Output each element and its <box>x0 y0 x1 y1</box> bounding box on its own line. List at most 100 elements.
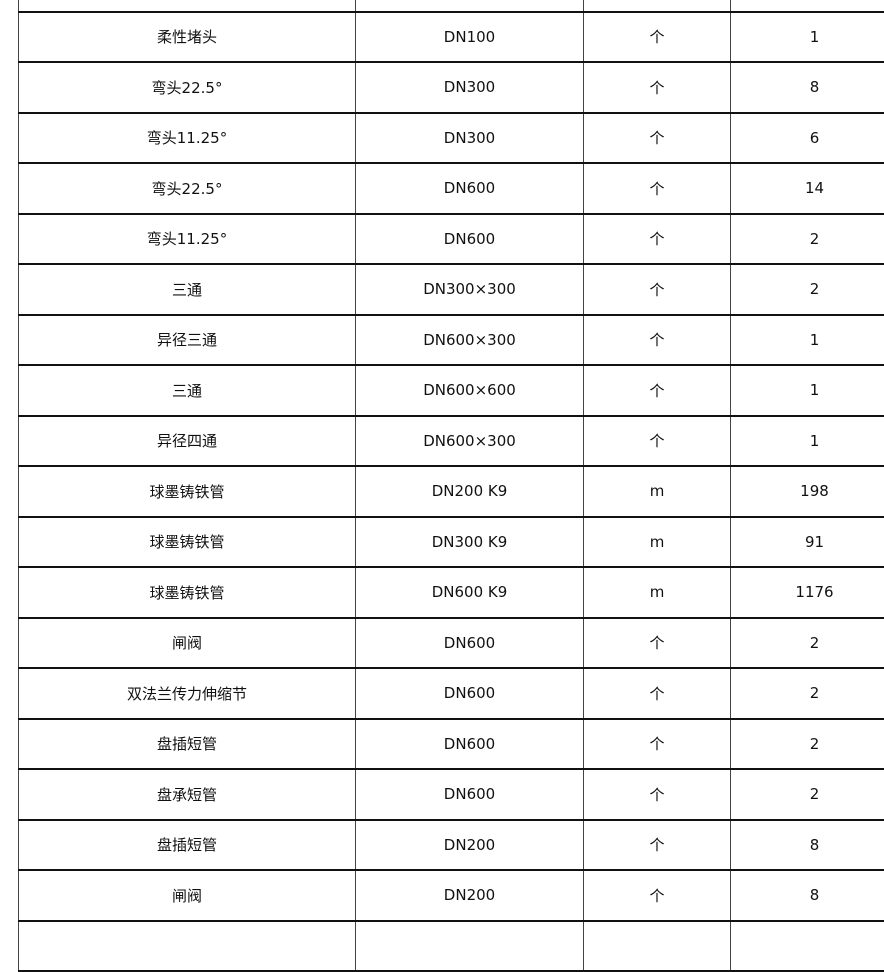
item-name-cell: 异径三通 <box>19 315 356 366</box>
item-name-cell <box>19 921 356 972</box>
quantity-cell: 2 <box>731 214 884 265</box>
quantity-cell: 2 <box>731 668 884 719</box>
unit-cell: 个 <box>584 820 731 871</box>
item-name-cell: 异径四通 <box>19 416 356 467</box>
unit-cell <box>584 0 731 12</box>
unit-cell: 个 <box>584 62 731 113</box>
item-name-cell: 弯头22.5° <box>19 62 356 113</box>
spec-cell: DN600 <box>356 769 584 820</box>
item-name-cell: 弯头11.25° <box>19 113 356 164</box>
quantity-cell: 1 <box>731 416 884 467</box>
item-name-cell: 球墨铸铁管 <box>19 567 356 618</box>
quantity-cell: 91 <box>731 517 884 568</box>
spec-cell: DN300×300 <box>356 264 584 315</box>
item-name-cell: 盘插短管 <box>19 820 356 871</box>
spec-cell: DN600 <box>356 214 584 265</box>
item-name-cell: 弯头11.25° <box>19 214 356 265</box>
unit-cell: 个 <box>584 618 731 669</box>
item-name-cell <box>19 0 356 12</box>
item-name-cell: 闸阀 <box>19 618 356 669</box>
spec-cell: DN200 <box>356 820 584 871</box>
quantity-cell: 198 <box>731 466 884 517</box>
item-name-cell: 双法兰传力伸缩节 <box>19 668 356 719</box>
quantity-cell: 1 <box>731 365 884 416</box>
unit-cell: 个 <box>584 264 731 315</box>
spec-cell <box>356 921 584 972</box>
unit-cell: 个 <box>584 769 731 820</box>
unit-cell: 个 <box>584 12 731 63</box>
item-name-cell: 三通 <box>19 264 356 315</box>
spec-cell: DN600×300 <box>356 416 584 467</box>
spec-cell: DN600 <box>356 163 584 214</box>
item-name-cell: 盘插短管 <box>19 719 356 770</box>
item-name-cell: 球墨铸铁管 <box>19 517 356 568</box>
unit-cell: 个 <box>584 870 731 921</box>
quantity-cell: 2 <box>731 769 884 820</box>
unit-cell: 个 <box>584 365 731 416</box>
spec-cell: DN600 <box>356 618 584 669</box>
quantity-cell: 2 <box>731 264 884 315</box>
item-name-cell: 弯头22.5° <box>19 163 356 214</box>
quantity-cell: 2 <box>731 618 884 669</box>
item-name-cell: 闸阀 <box>19 870 356 921</box>
unit-cell: m <box>584 517 731 568</box>
quantity-cell: 8 <box>731 62 884 113</box>
item-name-cell: 球墨铸铁管 <box>19 466 356 517</box>
item-name-cell: 三通 <box>19 365 356 416</box>
quantity-cell: 2 <box>731 719 884 770</box>
unit-cell: 个 <box>584 668 731 719</box>
spec-cell: DN600 <box>356 719 584 770</box>
spec-cell: DN600 <box>356 668 584 719</box>
unit-cell: m <box>584 567 731 618</box>
quantity-cell: 14 <box>731 163 884 214</box>
spec-cell: DN600×600 <box>356 365 584 416</box>
quantity-cell <box>731 0 884 12</box>
spec-cell: DN300 <box>356 113 584 164</box>
quantity-cell: 1176 <box>731 567 884 618</box>
unit-cell: m <box>584 466 731 517</box>
table-row <box>19 921 884 972</box>
spec-cell: DN300 <box>356 62 584 113</box>
spec-cell <box>356 0 584 12</box>
spec-cell: DN600 K9 <box>356 567 584 618</box>
quantity-cell: 8 <box>731 870 884 921</box>
quantity-cell: 6 <box>731 113 884 164</box>
unit-cell: 个 <box>584 113 731 164</box>
spec-cell: DN200 <box>356 870 584 921</box>
unit-cell <box>584 921 731 972</box>
spec-cell: DN600×300 <box>356 315 584 366</box>
unit-cell: 个 <box>584 719 731 770</box>
item-name-cell: 盘承短管 <box>19 769 356 820</box>
unit-cell: 个 <box>584 214 731 265</box>
table-row <box>19 0 884 12</box>
quantity-cell: 1 <box>731 315 884 366</box>
spec-cell: DN100 <box>356 12 584 63</box>
quantity-cell: 8 <box>731 820 884 871</box>
spec-cell: DN300 K9 <box>356 517 584 568</box>
unit-cell: 个 <box>584 163 731 214</box>
unit-cell: 个 <box>584 315 731 366</box>
quantity-cell <box>731 921 884 972</box>
unit-cell: 个 <box>584 416 731 467</box>
item-name-cell: 柔性堵头 <box>19 12 356 63</box>
spec-cell: DN200 K9 <box>356 466 584 517</box>
